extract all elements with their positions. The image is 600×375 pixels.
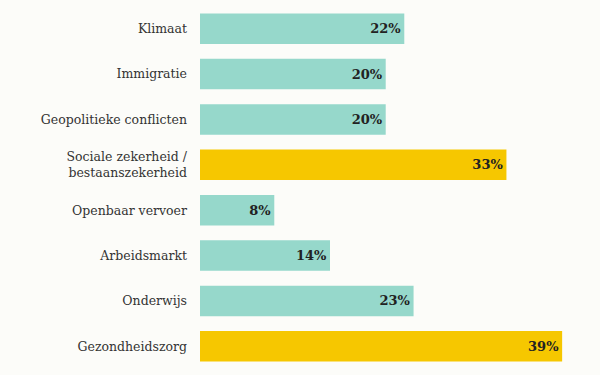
svg-text:22%: 22% (370, 21, 401, 36)
svg-text:Immigratie: Immigratie (117, 66, 188, 81)
svg-text:Geopolitieke conflicten: Geopolitieke conflicten (41, 112, 187, 127)
svg-text:Openbaar vervoer: Openbaar vervoer (72, 203, 187, 218)
svg-text:Klimaat: Klimaat (138, 21, 187, 36)
svg-text:33%: 33% (472, 157, 503, 172)
svg-text:Onderwijs: Onderwijs (122, 293, 187, 308)
svg-text:39%: 39% (528, 339, 559, 354)
svg-text:Gezondheidszorg: Gezondheidszorg (78, 339, 188, 354)
svg-text:20%: 20% (352, 67, 383, 82)
svg-text:23%: 23% (379, 293, 410, 308)
svg-text:14%: 14% (296, 248, 327, 263)
svg-text:20%: 20% (352, 112, 383, 127)
svg-text:Arbeidsmarkt: Arbeidsmarkt (99, 248, 187, 263)
svg-text:8%: 8% (249, 203, 271, 218)
svg-text:Sociale zekerheid /bestaanszek: Sociale zekerheid /bestaanszekerheid (67, 149, 188, 180)
